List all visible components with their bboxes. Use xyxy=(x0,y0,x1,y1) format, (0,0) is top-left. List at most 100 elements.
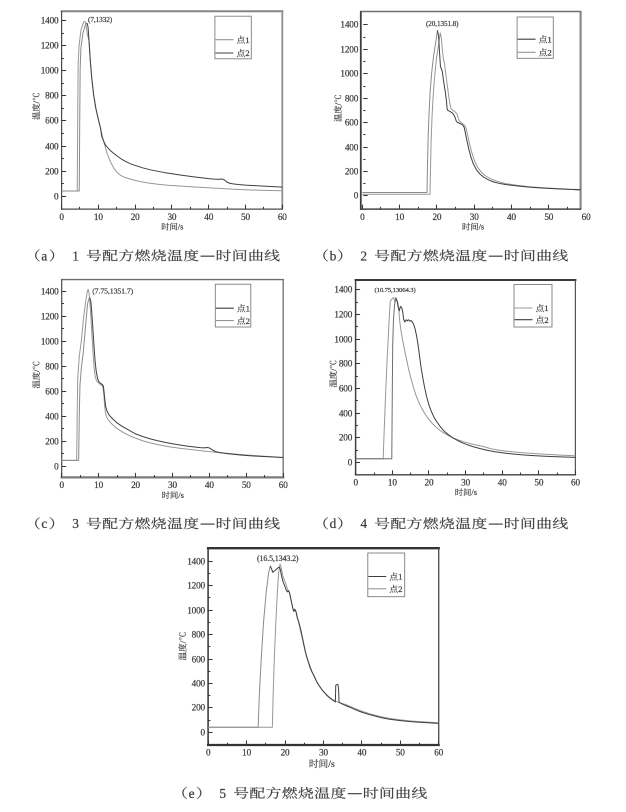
svg-text:800: 800 xyxy=(339,359,353,369)
svg-text:(20,1351.8): (20,1351.8) xyxy=(426,20,459,28)
svg-text:0: 0 xyxy=(354,191,359,201)
svg-text:e: e xyxy=(189,786,195,801)
svg-text:1000: 1000 xyxy=(334,335,352,345)
svg-text:600: 600 xyxy=(45,116,59,126)
svg-text:20: 20 xyxy=(432,212,441,222)
svg-text:1400: 1400 xyxy=(340,20,358,30)
svg-text:40: 40 xyxy=(357,748,366,758)
svg-text:50: 50 xyxy=(396,748,405,758)
svg-text:40: 40 xyxy=(498,477,507,487)
svg-text:/: / xyxy=(178,640,188,643)
svg-text:10: 10 xyxy=(94,212,103,222)
svg-text:30: 30 xyxy=(167,212,176,222)
svg-text:1400: 1400 xyxy=(41,287,59,297)
svg-text:2: 2 xyxy=(544,315,548,325)
svg-text:/: / xyxy=(32,369,41,372)
svg-text:200: 200 xyxy=(45,437,59,447)
svg-text:1: 1 xyxy=(72,248,79,263)
svg-text:1000: 1000 xyxy=(187,606,205,616)
svg-text:/: / xyxy=(32,100,41,103)
svg-text:(7.75,1351.7): (7.75,1351.7) xyxy=(92,286,133,295)
svg-text:200: 200 xyxy=(345,167,359,177)
svg-text:1400: 1400 xyxy=(187,557,205,567)
svg-text:2: 2 xyxy=(360,248,367,263)
svg-text:1200: 1200 xyxy=(41,312,59,322)
svg-text:800: 800 xyxy=(45,91,59,101)
svg-text:400: 400 xyxy=(339,409,353,419)
svg-text:400: 400 xyxy=(45,412,59,422)
svg-text:600: 600 xyxy=(345,118,359,128)
svg-text:200: 200 xyxy=(45,167,59,177)
svg-text:0: 0 xyxy=(360,212,365,222)
svg-text:60: 60 xyxy=(571,477,580,487)
svg-text:600: 600 xyxy=(192,655,206,665)
svg-text:10: 10 xyxy=(242,748,251,758)
svg-text:50: 50 xyxy=(241,212,250,222)
svg-text:20: 20 xyxy=(131,212,140,222)
svg-text:/: / xyxy=(329,368,338,371)
svg-text:0: 0 xyxy=(348,458,353,468)
svg-text:1200: 1200 xyxy=(340,45,358,55)
svg-text:b: b xyxy=(330,248,337,263)
svg-text:40: 40 xyxy=(204,212,213,222)
svg-text:a: a xyxy=(41,248,47,263)
svg-text:/s: /s xyxy=(178,223,184,232)
svg-text:40: 40 xyxy=(205,480,214,490)
svg-text:60: 60 xyxy=(279,480,288,490)
svg-text:1000: 1000 xyxy=(41,337,59,347)
svg-text:60: 60 xyxy=(434,748,443,758)
svg-text:600: 600 xyxy=(45,387,59,397)
svg-text:40: 40 xyxy=(507,212,516,222)
svg-text:10: 10 xyxy=(94,480,103,490)
svg-text:1400: 1400 xyxy=(41,16,59,26)
svg-text:1200: 1200 xyxy=(41,41,59,51)
svg-text:1: 1 xyxy=(246,303,250,313)
svg-text:20: 20 xyxy=(131,480,140,490)
svg-text:d: d xyxy=(330,516,337,531)
svg-text:4: 4 xyxy=(360,516,367,531)
svg-text:2: 2 xyxy=(246,316,250,326)
svg-text:(7,1332): (7,1332) xyxy=(88,15,113,24)
svg-text:60: 60 xyxy=(582,212,591,222)
svg-text:0: 0 xyxy=(206,748,211,758)
svg-text:/s: /s xyxy=(479,223,485,232)
svg-text:2: 2 xyxy=(245,48,249,58)
svg-text:1: 1 xyxy=(245,35,249,45)
svg-text:50: 50 xyxy=(544,212,553,222)
svg-text:5: 5 xyxy=(219,786,226,801)
svg-text:20: 20 xyxy=(425,477,434,487)
svg-text:30: 30 xyxy=(470,212,479,222)
svg-text:800: 800 xyxy=(192,630,206,640)
svg-text:1: 1 xyxy=(547,34,551,44)
svg-text:/: / xyxy=(334,102,343,105)
svg-text:(16.5,1343.2): (16.5,1343.2) xyxy=(257,554,299,563)
svg-text:30: 30 xyxy=(168,480,177,490)
svg-text:2: 2 xyxy=(547,48,551,58)
svg-text:800: 800 xyxy=(345,94,359,104)
svg-text:30: 30 xyxy=(319,748,328,758)
svg-text:1200: 1200 xyxy=(187,581,205,591)
svg-text:1: 1 xyxy=(544,303,548,313)
svg-text:60: 60 xyxy=(278,212,287,222)
svg-text:1200: 1200 xyxy=(334,310,352,320)
svg-text:(10.75,13064.3): (10.75,13064.3) xyxy=(375,287,416,294)
svg-text:10: 10 xyxy=(388,477,397,487)
svg-text:20: 20 xyxy=(281,748,290,758)
svg-text:800: 800 xyxy=(45,362,59,372)
svg-text:c: c xyxy=(41,516,47,531)
svg-text:0: 0 xyxy=(54,192,59,202)
svg-text:400: 400 xyxy=(345,143,359,153)
svg-text:0: 0 xyxy=(54,462,59,472)
svg-text:400: 400 xyxy=(192,679,206,689)
svg-text:3: 3 xyxy=(72,516,79,531)
svg-text:1400: 1400 xyxy=(334,285,352,295)
svg-text:0: 0 xyxy=(59,212,64,222)
svg-text:50: 50 xyxy=(242,480,251,490)
svg-text:1: 1 xyxy=(398,572,402,582)
svg-text:30: 30 xyxy=(461,477,470,487)
svg-text:200: 200 xyxy=(192,703,206,713)
svg-text:/s: /s xyxy=(471,488,477,497)
svg-text:600: 600 xyxy=(339,384,353,394)
svg-text:400: 400 xyxy=(45,142,59,152)
svg-text:10: 10 xyxy=(395,212,404,222)
